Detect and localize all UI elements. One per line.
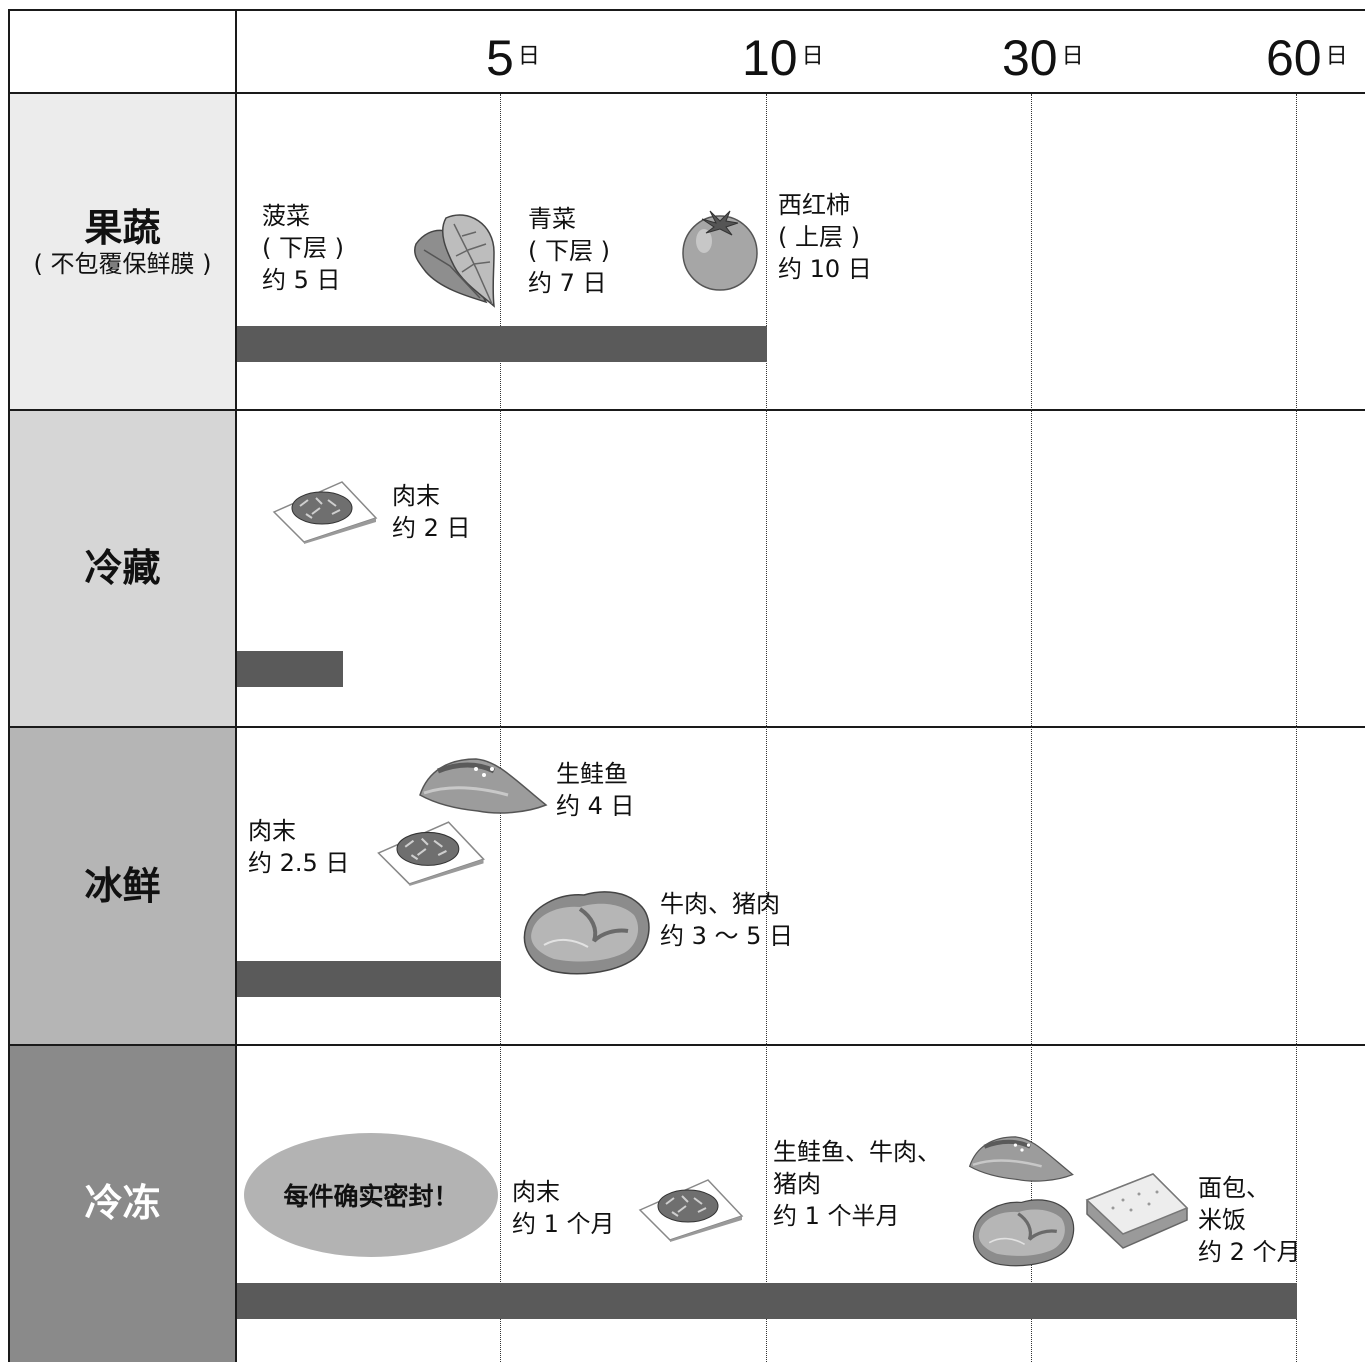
bar-fresh [237, 961, 501, 997]
label-fresh-beef-pork: 牛肉、猪肉约 3 ～ 5 日 [660, 890, 794, 950]
row-bg-fresh [10, 728, 235, 1045]
category-title: 冷藏 [84, 546, 161, 591]
label-fresh-mince: 肉末约 2.5 日 [248, 817, 350, 877]
steak-icon [972, 1199, 1075, 1267]
category-title: 果蔬 [84, 205, 161, 250]
grid-category-divider [235, 10, 237, 1362]
category-chilled: 冷藏 [10, 411, 235, 727]
grid-left-border [8, 10, 10, 1362]
row-bg-fruit-veg [10, 94, 235, 410]
label-chilled-mince: 肉末约 2 日 [392, 482, 471, 542]
gridline-60-days [1296, 94, 1297, 1362]
grid-row-line [8, 1044, 1365, 1046]
grid-top-line [8, 9, 1365, 11]
steak-icon [523, 891, 650, 975]
label-frozen-mince: 肉末约 1 个月 [512, 1178, 615, 1238]
row-bg-chilled [10, 411, 235, 727]
grid-row-line [8, 726, 1365, 728]
category-title: 冷冻 [84, 1181, 161, 1226]
tick-30-days: 30 日 [1002, 30, 1084, 86]
gridline-5-days [500, 94, 501, 1362]
minced-meat-plate-icon [638, 1179, 744, 1242]
tick-60-days: 60 日 [1266, 30, 1348, 86]
gridline-30-days [1031, 94, 1032, 1362]
label-frozen-fish-meat: 生鲑鱼、牛肉、 猪肉约 1 个半月 [773, 1138, 941, 1230]
category-title: 冰鲜 [84, 863, 161, 908]
row-bg-frozen [10, 1046, 235, 1362]
seal-reminder-callout: 每件确实密封！ [244, 1133, 498, 1257]
grid-header-line [8, 92, 1365, 94]
bread-icon [1085, 1173, 1189, 1249]
grid-row-line [8, 409, 1365, 411]
salmon-icon [968, 1136, 1074, 1182]
category-frozen: 冷冻 [10, 1046, 235, 1362]
bar-frozen [237, 1283, 1297, 1319]
label-tomato: 西红柿( 上层 ) 约 10 日 [778, 191, 872, 283]
category-subtitle: ( 不包覆保鲜膜 ) [33, 249, 212, 278]
label-frozen-bread-rice: 面包、 米饭约 2 个月 [1198, 1174, 1301, 1266]
category-fresh: 冰鲜 [10, 728, 235, 1045]
label-greens: 青菜( 下层 ) 约 7 日 [528, 205, 610, 297]
label-fresh-salmon: 生鲑鱼约 4 日 [556, 760, 635, 820]
salmon-icon [419, 758, 548, 814]
minced-meat-plate-icon [272, 481, 378, 544]
spinach-icon [414, 214, 495, 308]
tomato-icon [682, 210, 758, 291]
gridline-10-days [766, 94, 767, 1362]
label-spinach: 菠菜( 下层 ) 约 5 日 [262, 202, 344, 294]
category-fruit-veg: 果蔬 ( 不包覆保鲜膜 ) [10, 94, 235, 410]
bar-fruit-veg [237, 326, 767, 362]
bar-chilled [237, 651, 343, 687]
minced-meat-plate-icon [377, 821, 485, 886]
tick-10-days: 10 日 [742, 30, 824, 86]
